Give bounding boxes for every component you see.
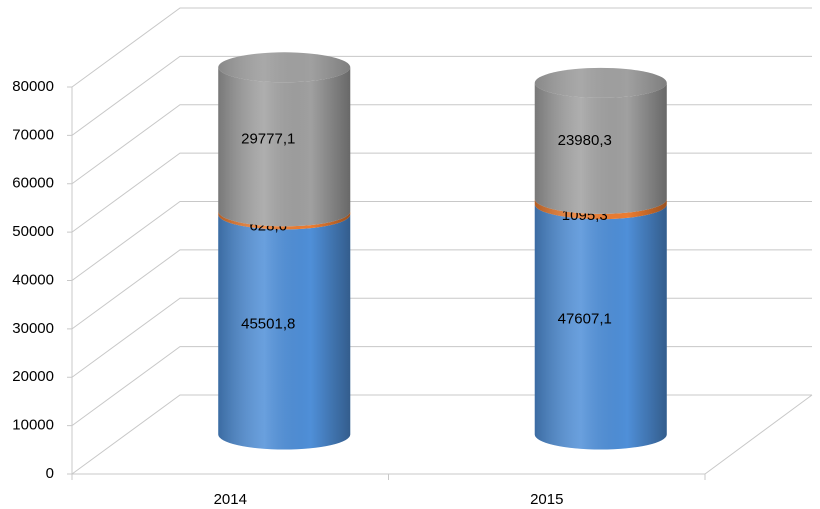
grid-line <box>71 297 812 378</box>
grid-line <box>71 201 812 281</box>
value-label: 45501,8 <box>241 315 295 332</box>
shade <box>534 198 667 220</box>
value-label: 23980,3 <box>558 132 612 149</box>
shade <box>218 211 351 230</box>
shade <box>534 82 667 214</box>
y-tick-label: 60000 <box>12 175 54 192</box>
shade <box>218 67 351 227</box>
value-label: 29777,1 <box>241 130 295 147</box>
y-tick-label: 30000 <box>12 320 54 337</box>
shade <box>534 204 667 450</box>
grid-line <box>71 7 812 88</box>
y-tick-label: 40000 <box>12 271 54 288</box>
grid-line <box>71 104 812 185</box>
y-tick-label: 70000 <box>12 126 54 143</box>
y-tick-label: 20000 <box>12 368 54 385</box>
x-tick-label: 2015 <box>530 491 563 508</box>
grid-line <box>71 346 812 427</box>
x-tick-label: 2014 <box>214 491 247 508</box>
shade <box>534 67 667 98</box>
y-tick-label: 80000 <box>12 78 54 95</box>
shade <box>218 214 351 450</box>
shade <box>218 52 351 83</box>
y-tick-label: 10000 <box>12 417 54 434</box>
floor-edge <box>704 394 813 475</box>
grid-line <box>71 394 812 475</box>
grid-line <box>71 55 812 136</box>
value-label: 47607,1 <box>558 310 612 327</box>
grid-line <box>71 249 812 330</box>
grid-line <box>71 152 812 233</box>
y-tick-label: 50000 <box>12 223 54 240</box>
y-tick-label: 0 <box>46 465 54 482</box>
